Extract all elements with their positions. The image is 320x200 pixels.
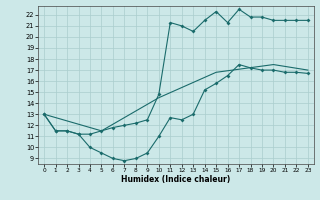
X-axis label: Humidex (Indice chaleur): Humidex (Indice chaleur) [121, 175, 231, 184]
